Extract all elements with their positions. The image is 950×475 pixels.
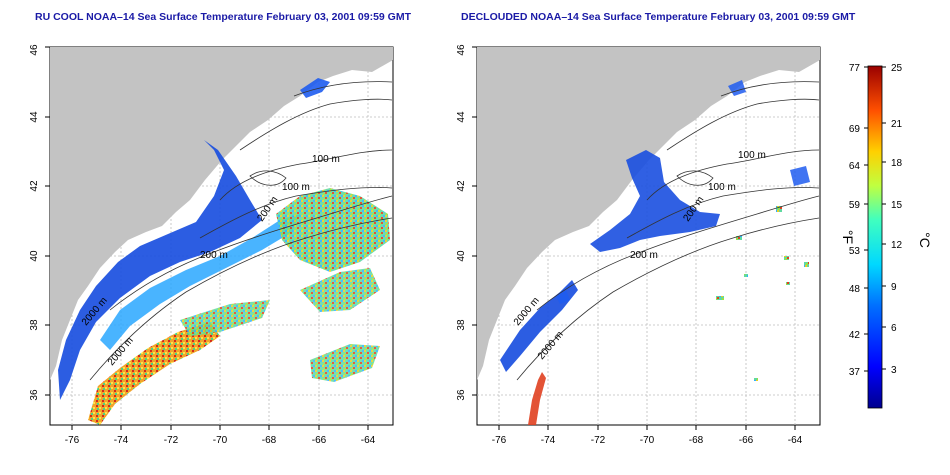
colorbar-celsius-labels: 25 21 18 15 12 9 6 3 [891, 63, 903, 376]
right-contour-label-200m-a: 200 m [630, 250, 658, 261]
left-map-title: RU COOL NOAA–14 Sea Surface Temperature … [35, 11, 412, 23]
fahrenheit-tick-label: 53 [849, 246, 861, 257]
fahrenheit-tick-label: 59 [849, 200, 861, 211]
left-lat-label: 44 [29, 111, 40, 123]
left-bathymetry-contours [89, 81, 393, 381]
left-lat-label: 36 [29, 389, 40, 401]
left-lon-label: -66 [312, 435, 327, 446]
left-contour-label-100m-b: 100 m [282, 182, 310, 193]
right-lon-label: -72 [591, 435, 606, 446]
left-map-panel: 100 m 100 m 200 m 200 m 2000 m 2000 m -7… [29, 44, 394, 446]
right-lat-tick-labels: 36 38 40 42 44 46 [456, 44, 467, 401]
left-lat-label: 46 [29, 44, 40, 56]
left-sst-cold-band [58, 140, 262, 400]
right-lon-label: -74 [541, 435, 556, 446]
right-contour-label-100m-a: 100 m [738, 150, 766, 161]
left-lon-label: -72 [164, 435, 179, 446]
right-land-mass [477, 47, 820, 380]
left-lon-label: -70 [213, 435, 228, 446]
celsius-tick-label: 9 [891, 282, 897, 293]
right-lat-label: 36 [456, 389, 467, 401]
celsius-tick-label: 15 [891, 200, 903, 211]
left-lat-tick-labels: 36 38 40 42 44 46 [29, 44, 40, 401]
fahrenheit-tick-label: 77 [849, 63, 861, 74]
right-sst-scattered-pixels [716, 206, 809, 381]
right-sst-warm-edge [528, 372, 546, 425]
celsius-tick-label: 3 [891, 365, 897, 376]
fahrenheit-tick-label: 69 [849, 124, 861, 135]
right-contour-label-100m-b: 100 m [708, 182, 736, 193]
right-sst-shelf-patch [590, 150, 720, 252]
left-sst-mid-band [100, 214, 300, 350]
celsius-tick-label: 6 [891, 323, 897, 334]
left-contour-label-100m-a: 100 m [312, 154, 340, 165]
colorbar-gradient [867, 65, 883, 409]
colorbar-ticks [864, 66, 886, 372]
left-lon-label: -74 [114, 435, 129, 446]
left-sst-patches [180, 268, 380, 382]
right-lon-label: -66 [739, 435, 754, 446]
celsius-tick-label: 25 [891, 63, 903, 74]
right-lon-label: -68 [689, 435, 704, 446]
right-bathymetry-contours [516, 81, 820, 381]
left-axis-ticks [45, 46, 369, 430]
left-contour-label-200m-a: 200 m [200, 250, 228, 261]
right-map-title: DECLOUDED NOAA–14 Sea Surface Temperatur… [461, 11, 856, 23]
right-lat-label: 42 [456, 180, 467, 192]
left-lat-label: 40 [29, 250, 40, 262]
left-land-mass [50, 47, 393, 380]
right-lon-tick-labels: -76 -74 -72 -70 -68 -66 -64 [492, 435, 803, 446]
left-lon-tick-labels: -76 -74 -72 -70 -68 -66 -64 [65, 435, 376, 446]
left-lon-label: -76 [65, 435, 80, 446]
right-axis-ticks [472, 46, 796, 430]
right-lat-label: 40 [456, 250, 467, 262]
fahrenheit-tick-label: 42 [849, 330, 861, 341]
right-lon-label: -70 [640, 435, 655, 446]
fahrenheit-tick-label: 48 [849, 284, 861, 295]
right-lat-label: 38 [456, 319, 467, 331]
left-lon-label: -68 [262, 435, 277, 446]
left-sst-warm-band [88, 322, 220, 425]
celsius-tick-label: 18 [891, 158, 903, 169]
left-lat-label: 38 [29, 319, 40, 331]
right-lon-label: -64 [788, 435, 803, 446]
left-lon-label: -64 [361, 435, 376, 446]
left-sst-gulf-maine [300, 78, 330, 98]
fahrenheit-tick-label: 64 [849, 161, 861, 172]
fahrenheit-tick-label: 37 [849, 367, 861, 378]
temperature-colorbar: 77 69 64 59 53 48 42 37 25 21 18 15 12 9… [840, 63, 933, 409]
celsius-tick-label: 12 [891, 240, 903, 251]
right-lat-label: 44 [456, 111, 467, 123]
colorbar-fahrenheit-labels: 77 69 64 59 53 48 42 37 [849, 63, 861, 378]
right-sst-coastal-strip [500, 280, 578, 372]
right-map-panel: 100 m 100 m 200 m 200 m 2000 m 2000 m -7… [456, 44, 821, 446]
celsius-tick-label: 21 [891, 119, 903, 130]
right-lat-label: 46 [456, 44, 467, 56]
fahrenheit-unit-label: °F [840, 230, 856, 244]
left-lat-label: 42 [29, 180, 40, 192]
right-lon-label: -76 [492, 435, 507, 446]
celsius-unit-label: °C [917, 232, 933, 248]
